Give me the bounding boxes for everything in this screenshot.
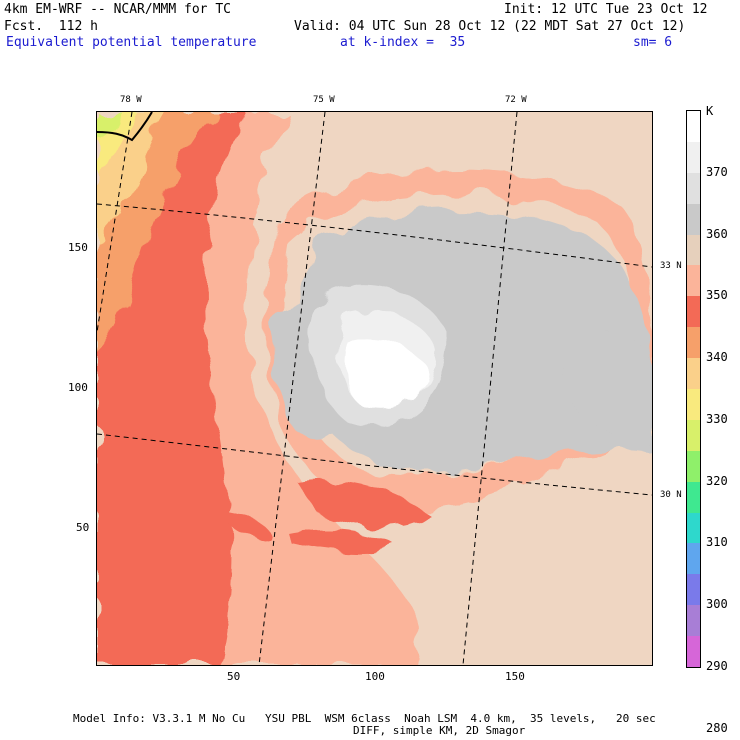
- model-info: Model Info: V3.3.1 M No Cu YSU PBL WSM 6…: [73, 712, 656, 725]
- colorbar-level-label: 370: [706, 164, 728, 179]
- theta-e-field: [97, 112, 652, 665]
- colorbar-level-label: 290: [706, 659, 728, 673]
- y-tick-100: 100: [68, 381, 88, 394]
- lon-label-78w: 78 W: [120, 95, 142, 105]
- colorbar-level-label: 280: [706, 720, 728, 735]
- colorbar-swatch: [687, 636, 700, 668]
- colorbar-swatch: [687, 111, 700, 143]
- y-tick-50: 50: [76, 521, 90, 534]
- colorbar-swatch: [687, 450, 700, 483]
- colorbar-swatch: [687, 234, 700, 266]
- lon-label-72w: 72 W: [505, 95, 527, 105]
- colorbar-swatch: [687, 358, 700, 390]
- lon-label-75w: 75 W: [313, 95, 335, 105]
- colorbar-level-label: 300: [706, 597, 728, 612]
- colorbar-swatch: [687, 141, 700, 174]
- colorbar-level-label: 330: [706, 411, 728, 426]
- init-time: Init: 12 UTC Tue 23 Oct 12: [504, 2, 708, 17]
- colorbar-swatch: [687, 327, 700, 359]
- colorbar-swatch: [687, 419, 700, 452]
- colorbar-level-label: 320: [706, 473, 728, 488]
- colorbar-swatch: [687, 389, 700, 421]
- colorbar-swatch: [687, 512, 700, 544]
- colorbar-swatch: [687, 543, 700, 575]
- map-plot: [96, 111, 653, 666]
- field-name: Equivalent potential temperature: [6, 35, 257, 50]
- colorbar-level-label: 350: [706, 288, 728, 303]
- colorbar-swatch: [687, 605, 700, 637]
- y-tick-150: 150: [68, 241, 88, 254]
- lat-label-33n: 33 N: [660, 261, 682, 271]
- lat-label-30n: 30 N: [660, 490, 682, 500]
- colorbar-swatch: [687, 574, 700, 606]
- x-tick-150: 150: [505, 670, 525, 683]
- forecast-hour: Fcst. 112 h: [4, 19, 98, 34]
- colorbar-swatch: [687, 203, 700, 236]
- colorbar-swatch: [687, 172, 700, 205]
- colorbar-level-label: 340: [706, 350, 728, 365]
- colorbar-swatch: [687, 265, 700, 297]
- colorbar-swatch: [687, 296, 700, 328]
- valid-time: Valid: 04 UTC Sun 28 Oct 12 (22 MDT Sat …: [294, 19, 686, 34]
- colorbar-unit: K: [706, 104, 714, 118]
- colorbar: [686, 110, 701, 668]
- k-index: at k-index = 35: [340, 35, 466, 50]
- colorbar-level-label: 310: [706, 535, 728, 550]
- smoothing: sm= 6: [633, 35, 673, 50]
- colorbar-swatch: [687, 481, 700, 514]
- model-title: 4km EM-WRF -- NCAR/MMM for TC: [4, 2, 231, 17]
- model-info-diff: DIFF, simple KM, 2D Smagor: [353, 724, 526, 737]
- x-tick-50: 50: [227, 670, 241, 683]
- x-tick-100: 100: [365, 670, 385, 683]
- colorbar-level-label: 360: [706, 226, 728, 241]
